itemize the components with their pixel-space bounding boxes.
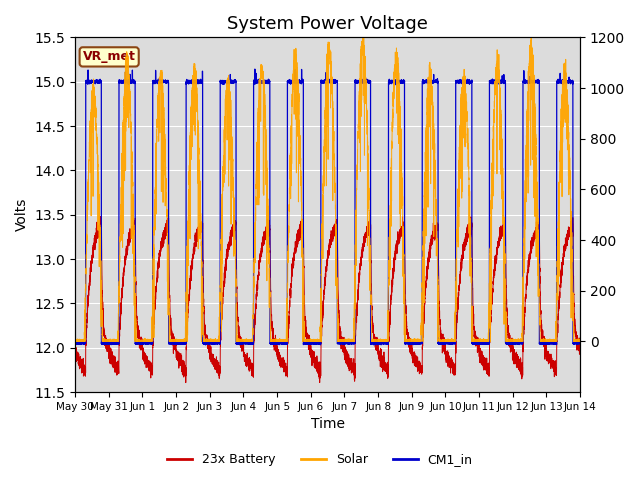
23x Battery (310, 364, 318, 370)
23x Battery (455, 292, 463, 298)
CM1_in (370, 342, 378, 348)
CM1_in (549, 340, 557, 346)
23x Battery (549, 360, 557, 366)
23x Battery (182, 380, 189, 385)
23x Battery (576, 349, 584, 355)
Line: 23x Battery: 23x Battery (75, 214, 580, 383)
Solar (455, 177, 463, 183)
X-axis label: Time: Time (310, 418, 345, 432)
CM1_in (455, 79, 463, 85)
Solar (549, 337, 557, 343)
Title: System Power Voltage: System Power Voltage (227, 15, 428, 33)
Solar (243, 337, 251, 343)
23x Battery (71, 351, 79, 357)
CM1_in (71, 341, 79, 347)
CM1_in (555, 79, 563, 84)
CM1_in (251, 66, 259, 72)
CM1_in (243, 341, 251, 347)
23x Battery (555, 294, 563, 300)
Legend: 23x Battery, Solar, CM1_in: 23x Battery, Solar, CM1_in (163, 448, 477, 471)
CM1_in (440, 341, 448, 347)
Solar (71, 336, 79, 342)
Line: CM1_in: CM1_in (75, 69, 580, 345)
Solar (555, 179, 563, 185)
Solar (310, 338, 318, 344)
CM1_in (576, 339, 584, 345)
Solar (527, 29, 535, 35)
Solar (576, 336, 584, 342)
Line: Solar: Solar (75, 32, 580, 341)
Solar (72, 338, 79, 344)
23x Battery (440, 347, 448, 353)
23x Battery (164, 211, 172, 217)
Y-axis label: Volts: Volts (15, 198, 29, 231)
Solar (440, 338, 448, 344)
Text: VR_met: VR_met (83, 50, 136, 63)
23x Battery (243, 359, 251, 364)
CM1_in (310, 341, 318, 347)
